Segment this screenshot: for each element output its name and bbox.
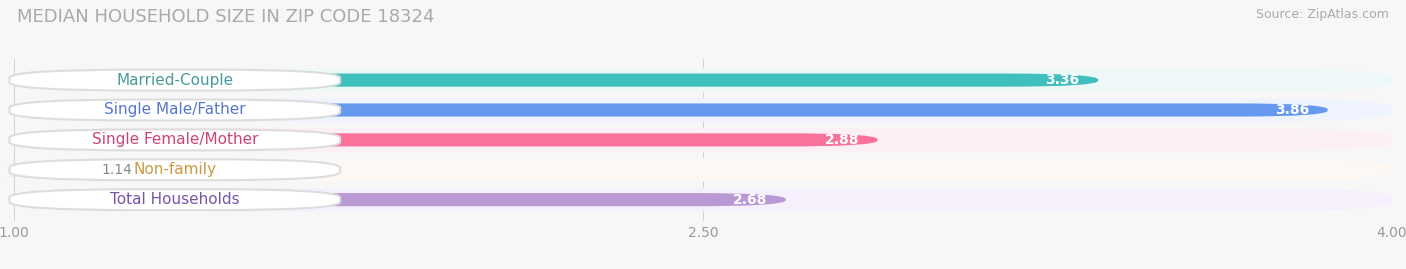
- Text: MEDIAN HOUSEHOLD SIZE IN ZIP CODE 18324: MEDIAN HOUSEHOLD SIZE IN ZIP CODE 18324: [17, 8, 434, 26]
- FancyBboxPatch shape: [14, 188, 1392, 211]
- FancyBboxPatch shape: [10, 100, 340, 121]
- FancyBboxPatch shape: [14, 158, 1392, 181]
- FancyBboxPatch shape: [14, 68, 1392, 92]
- FancyBboxPatch shape: [14, 193, 786, 206]
- FancyBboxPatch shape: [10, 129, 340, 150]
- FancyBboxPatch shape: [0, 163, 105, 176]
- Text: Source: ZipAtlas.com: Source: ZipAtlas.com: [1256, 8, 1389, 21]
- Text: Single Female/Mother: Single Female/Mother: [91, 132, 259, 147]
- FancyBboxPatch shape: [10, 159, 340, 180]
- FancyBboxPatch shape: [14, 128, 1392, 151]
- FancyBboxPatch shape: [10, 70, 340, 91]
- Text: Total Households: Total Households: [110, 192, 239, 207]
- Text: 2.68: 2.68: [733, 193, 768, 207]
- FancyBboxPatch shape: [10, 189, 340, 210]
- Text: 3.86: 3.86: [1275, 103, 1309, 117]
- Text: 2.88: 2.88: [825, 133, 859, 147]
- Text: Married-Couple: Married-Couple: [117, 73, 233, 88]
- Text: Non-family: Non-family: [134, 162, 217, 177]
- Text: Single Male/Father: Single Male/Father: [104, 102, 246, 118]
- FancyBboxPatch shape: [14, 103, 1327, 116]
- FancyBboxPatch shape: [14, 98, 1392, 122]
- Text: 3.36: 3.36: [1046, 73, 1080, 87]
- FancyBboxPatch shape: [14, 73, 1098, 87]
- Text: 1.14: 1.14: [101, 163, 132, 177]
- FancyBboxPatch shape: [14, 133, 877, 146]
